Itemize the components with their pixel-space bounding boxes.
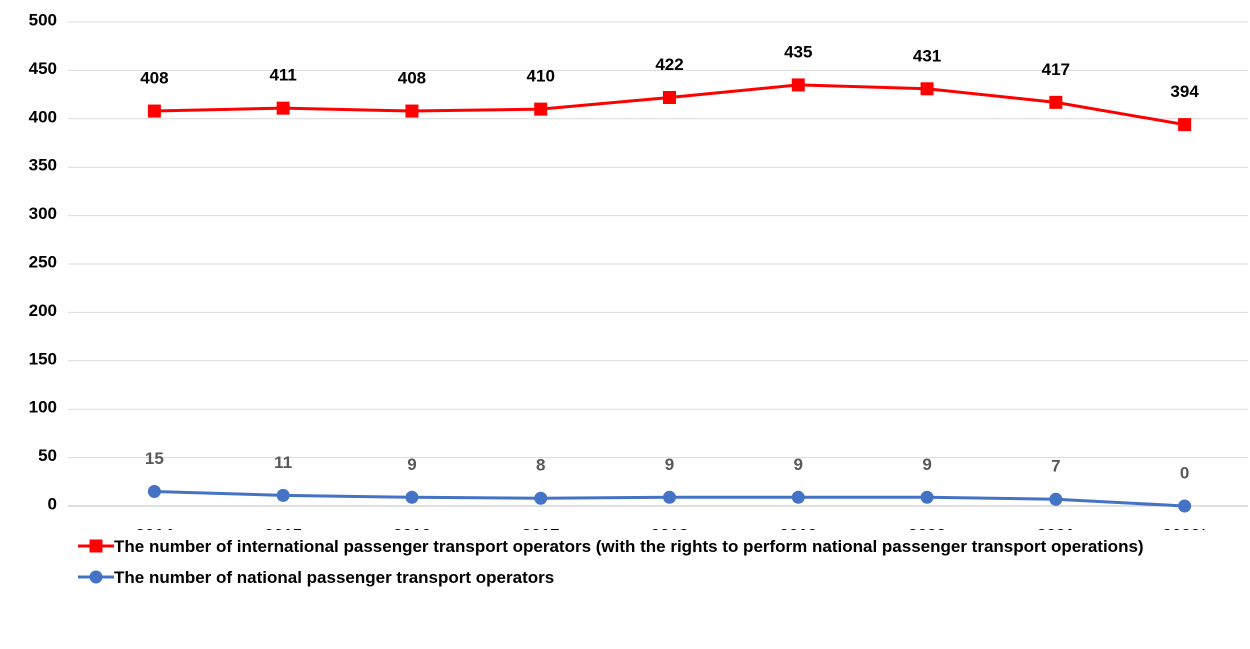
legend-marker <box>89 539 103 553</box>
marker <box>791 490 805 504</box>
legend-label: The number of international passenger tr… <box>114 537 1144 556</box>
marker <box>534 102 548 116</box>
legend-entry: The number of national passenger transpo… <box>78 564 1228 591</box>
data-label: 11 <box>274 453 292 472</box>
y-tick-label: 400 <box>29 107 57 126</box>
y-tick-label: 450 <box>29 59 57 78</box>
marker <box>1178 499 1192 513</box>
x-tick-label: 2021 <box>1037 525 1075 530</box>
data-label: 9 <box>922 455 931 474</box>
marker <box>1049 95 1063 109</box>
data-label: 435 <box>784 42 812 61</box>
data-label: 408 <box>398 69 426 88</box>
x-tick-label: 2014 <box>135 525 173 530</box>
data-label: 408 <box>140 69 168 88</box>
marker <box>534 491 548 505</box>
y-tick-label: 100 <box>29 398 57 417</box>
marker <box>920 82 934 96</box>
x-tick-label: 2017 <box>522 525 560 530</box>
x-tick-label: 2022* <box>1162 525 1207 530</box>
marker <box>405 490 419 504</box>
legend: The number of international passenger tr… <box>78 533 1228 595</box>
x-tick-label: 2020 <box>908 525 946 530</box>
y-tick-label: 150 <box>29 349 57 368</box>
legend-marker <box>89 570 103 584</box>
legend-swatch <box>78 539 114 553</box>
data-label: 7 <box>1051 457 1060 476</box>
marker <box>147 484 161 498</box>
y-tick-label: 500 <box>29 10 57 29</box>
data-label: 410 <box>527 67 555 86</box>
legend-entry: The number of international passenger tr… <box>78 533 1228 560</box>
legend-swatch <box>78 570 114 584</box>
legend-label: The number of national passenger transpo… <box>114 568 555 587</box>
data-label: 9 <box>794 455 803 474</box>
data-label: 9 <box>407 455 416 474</box>
data-label: 411 <box>269 66 296 85</box>
marker <box>276 488 290 502</box>
data-label: 422 <box>655 55 683 74</box>
y-tick-label: 50 <box>38 446 57 465</box>
x-tick-label: 2018 <box>651 525 689 530</box>
data-label: 431 <box>913 46 941 65</box>
marker <box>1049 492 1063 506</box>
marker <box>1178 118 1192 132</box>
data-label: 8 <box>536 456 545 475</box>
x-tick-label: 2019 <box>779 525 817 530</box>
y-tick-label: 250 <box>29 252 57 271</box>
y-tick-label: 300 <box>29 204 57 223</box>
x-tick-label: 2015 <box>264 525 302 530</box>
data-label: 417 <box>1042 60 1070 79</box>
marker <box>663 490 676 504</box>
x-tick-label: 2016 <box>393 525 431 530</box>
marker <box>405 104 419 118</box>
data-label: 394 <box>1170 82 1199 101</box>
data-label: 15 <box>145 449 164 468</box>
y-tick-label: 0 <box>48 494 57 513</box>
marker <box>147 104 161 118</box>
data-label: 9 <box>665 455 674 474</box>
data-label: 0 <box>1180 463 1189 482</box>
marker <box>791 78 805 92</box>
marker <box>920 490 934 504</box>
y-tick-label: 200 <box>29 301 57 320</box>
chart: 0501001502002503003504004505002014201520… <box>29 10 1248 544</box>
y-tick-label: 350 <box>29 156 57 175</box>
marker <box>663 91 676 105</box>
marker <box>276 101 290 115</box>
